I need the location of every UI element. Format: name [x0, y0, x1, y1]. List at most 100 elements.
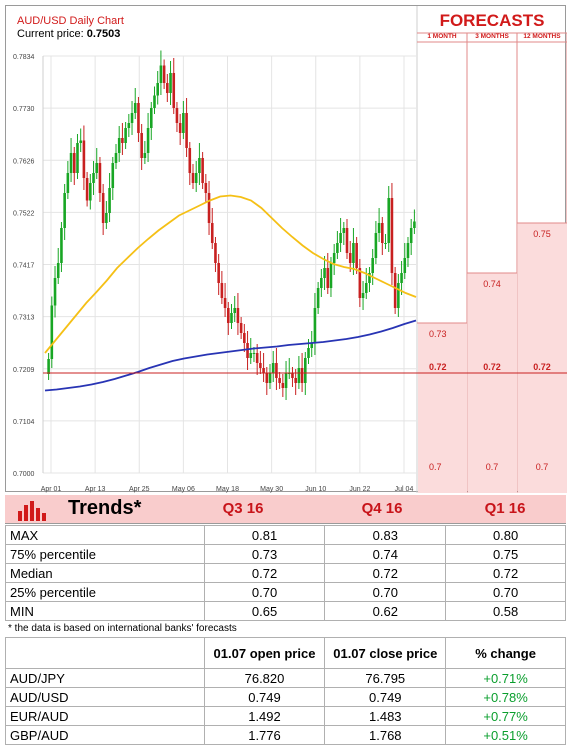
candle-body [397, 283, 400, 308]
trends-cell: 0.74 [324, 544, 447, 564]
y-tick-label: 0.7313 [13, 315, 35, 322]
x-tick-label: May 30 [260, 486, 283, 493]
candle-body [121, 138, 124, 143]
forecast-value: 0.75 [533, 229, 551, 239]
y-tick-label: 0.7209 [13, 367, 35, 374]
candle-body [207, 193, 211, 223]
trends-cell: 0.81 [203, 525, 326, 545]
candle-body [323, 268, 326, 278]
forecast-value: 0.7 [429, 462, 442, 472]
moving-average-short [44, 194, 417, 354]
footnote: * the data is based on international ban… [8, 623, 237, 634]
candle-body [265, 373, 269, 383]
candle-body [384, 243, 387, 244]
candle-body [159, 65, 163, 83]
candle-body [223, 298, 227, 308]
x-tick-label: Apr 25 [129, 486, 150, 493]
candle-body [153, 95, 156, 108]
prices-cell-pair: AUD/USD [5, 687, 205, 707]
candle-body [85, 178, 89, 201]
candle-body [79, 140, 82, 143]
x-tick-label: Apr 13 [85, 486, 106, 493]
candle-body [162, 65, 166, 83]
candle-body [371, 258, 374, 273]
candle-body [403, 258, 407, 273]
prices-cell-open: 1.776 [203, 725, 326, 745]
prices-row: AUD/JPY 76.820 76.795 +0.71% [5, 668, 566, 688]
trends-cell: 0.72 [445, 563, 566, 583]
trends-row: MAX 0.81 0.83 0.80 [5, 525, 566, 545]
candle-body [275, 363, 278, 378]
y-tick-label: 0.7834 [13, 54, 35, 61]
trends-title: Trends* [68, 497, 142, 519]
prices-cell-change: +0.78% [445, 687, 566, 707]
forecast-value: 0.72 [483, 362, 501, 372]
candle-body [239, 323, 243, 333]
trends-cell: 0.75 [445, 544, 566, 564]
candle-body [114, 153, 118, 163]
prices-cell-change: +0.77% [445, 706, 566, 726]
candle-body [185, 113, 188, 148]
forecast-range [468, 273, 517, 493]
candle-body [82, 140, 86, 178]
candle-body [210, 223, 214, 243]
prices-cell-change: +0.71% [445, 668, 566, 688]
candle-body [194, 173, 198, 183]
forecasts-title: FORECASTS [439, 11, 545, 30]
trends-cell: 0.58 [445, 601, 566, 621]
candle-body [108, 188, 111, 213]
candle-body [191, 173, 195, 183]
trends-row-label: 25% percentile [5, 582, 205, 602]
candle-body [339, 233, 342, 243]
x-tick-label: Jun 10 [305, 486, 326, 493]
candle-body [329, 263, 333, 288]
x-tick-label: May 06 [172, 486, 195, 493]
candle-body [98, 163, 102, 193]
trends-cell: 0.73 [203, 544, 326, 564]
candle-body [76, 143, 79, 173]
forecast-range [518, 223, 567, 493]
current-price: Current price: 0.7503 [17, 28, 120, 40]
candle-body [358, 268, 362, 298]
candle-body [281, 383, 285, 388]
candle-body [220, 283, 224, 298]
candle-body [146, 128, 150, 153]
candle-body [178, 123, 182, 133]
candle-body [198, 158, 201, 173]
candle-body [409, 228, 413, 243]
candle-body [271, 363, 275, 373]
y-tick-label: 0.7626 [13, 158, 35, 165]
candle-body [332, 253, 336, 263]
candle-body [169, 73, 172, 93]
candle-body [284, 373, 288, 388]
x-tick-label: May 18 [216, 486, 239, 493]
candle-body [92, 173, 95, 183]
trends-row: Median 0.72 0.72 0.72 [5, 563, 566, 583]
candle-body [352, 243, 355, 263]
candle-body [133, 103, 137, 113]
current-price-label: Current price: [17, 28, 84, 40]
candle-body [217, 263, 220, 283]
prices-header-row: 01.07 open price 01.07 close price% chang… [5, 637, 566, 669]
candle-body [127, 123, 131, 128]
trends-header: Trends* Q3 16 Q4 16 Q1 16 [5, 495, 566, 524]
candle-body [326, 268, 330, 288]
y-tick-label: 0.7522 [13, 210, 35, 217]
trends-row: MIN 0.65 0.62 0.58 [5, 601, 566, 621]
trends-row-label: 75% percentile [5, 544, 205, 564]
prices-cell-close: 1.483 [324, 706, 447, 726]
candle-body [226, 308, 230, 323]
candle-body [381, 223, 384, 243]
candle-body [361, 293, 365, 298]
trends-col-q3: Q3 16 [222, 500, 264, 517]
candle-body [124, 128, 127, 143]
candle-body [143, 153, 147, 158]
candle-body [236, 308, 240, 323]
trends-cell: 0.80 [445, 525, 566, 545]
prices-cell-open: 1.492 [203, 706, 326, 726]
candle-body [374, 233, 378, 258]
trends-row: 75% percentile 0.73 0.74 0.75 [5, 544, 566, 564]
candle-body [278, 378, 281, 383]
candle-body [201, 158, 204, 183]
candle-body [56, 263, 60, 278]
